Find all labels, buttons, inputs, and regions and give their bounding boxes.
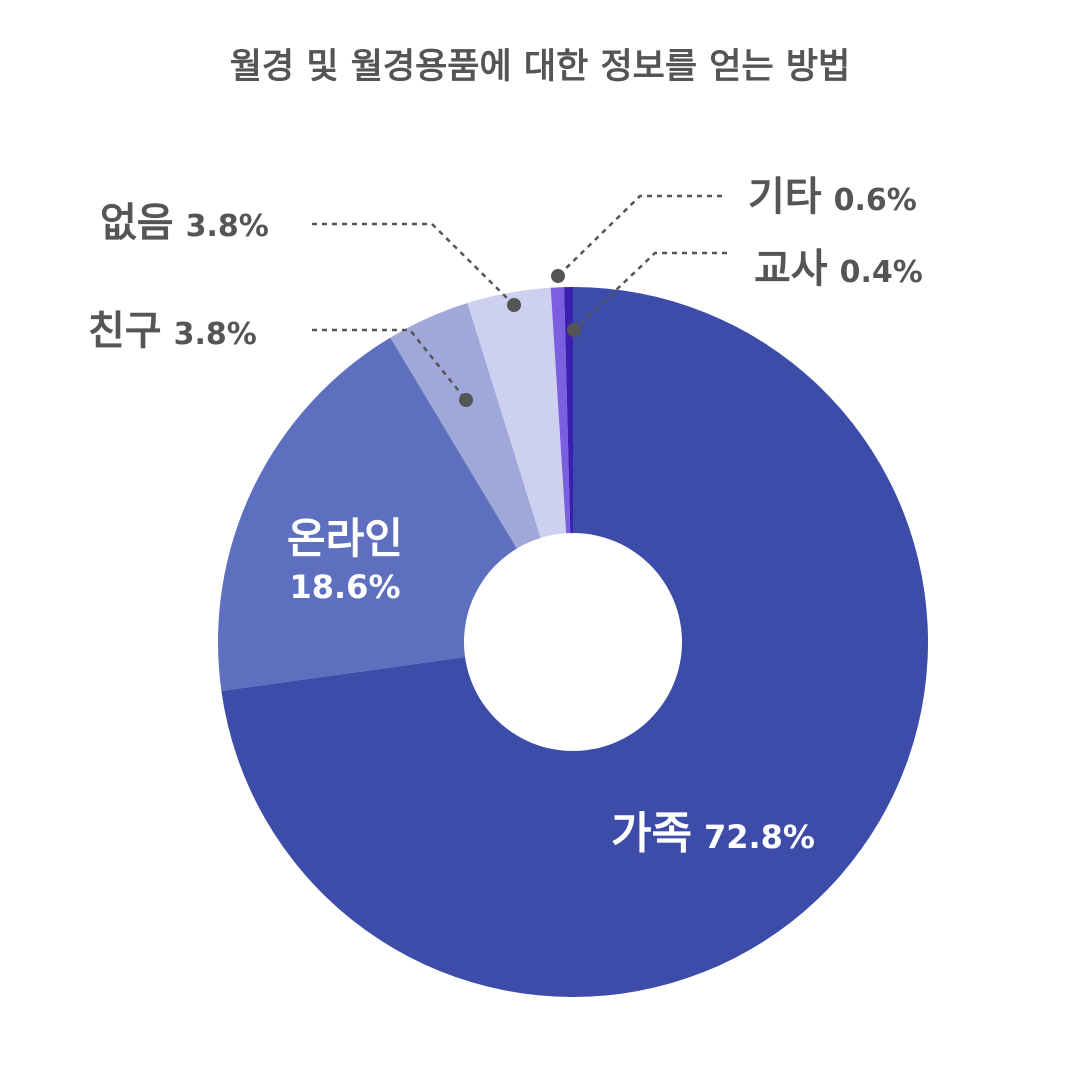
slice-label-4: 없음 3.8%	[100, 200, 269, 246]
leader-dot-4	[507, 298, 521, 312]
slice-percent-1: 72.8%	[704, 818, 815, 856]
leader-line-4	[312, 222, 515, 306]
slice-name-6: 교사	[754, 246, 828, 292]
chart-title: 월경 및 월경용품에 대한 정보를 얻는 방법	[230, 47, 851, 87]
slice-label-3: 친구 3.8%	[88, 308, 257, 354]
slice-name-1: 가족	[611, 808, 692, 859]
slice-label-6: 교사 0.4%	[754, 246, 923, 292]
leader-dot-5	[551, 269, 565, 283]
labels-group: 가족 72.8% 온라인 18.6% 친구 3.8% 없음 3.8% 기타 0.6%교사 0.4%	[88, 174, 923, 859]
leader-lines-group	[312, 194, 727, 407]
slice-name-5: 기타	[748, 174, 822, 220]
leader-line-5	[557, 194, 722, 277]
slice-name-4: 없음	[100, 200, 174, 246]
slice-percent-5: 0.6%	[834, 183, 917, 218]
slice-percent-6: 0.4%	[840, 255, 923, 290]
slice-percent-2: 18.6%	[289, 568, 400, 606]
slice-label-1: 가족 72.8%	[611, 808, 815, 859]
leader-line-3	[312, 328, 467, 401]
slice-percent-3: 3.8%	[174, 317, 257, 352]
leader-line-6	[573, 251, 727, 331]
leader-dot-3	[459, 393, 473, 407]
slice-label-5: 기타 0.6%	[748, 174, 917, 220]
slice-name-3: 친구	[88, 308, 162, 354]
donut-hole	[464, 533, 682, 751]
slice-percent-4: 3.8%	[186, 209, 269, 244]
slice-name-2: 온라인	[287, 514, 403, 563]
leader-dot-6	[567, 323, 581, 337]
